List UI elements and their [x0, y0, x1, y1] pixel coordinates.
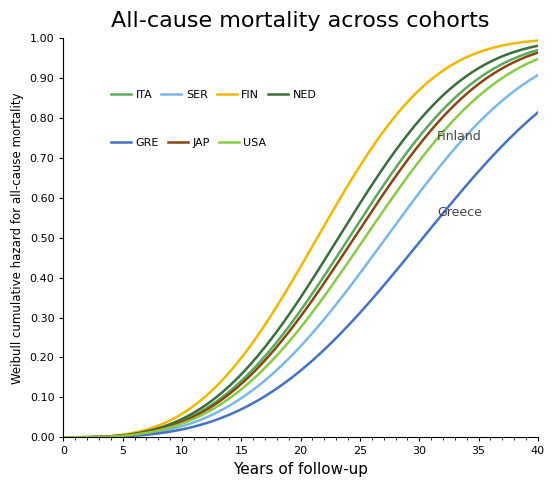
Legend: GRE, JAP, USA: GRE, JAP, USA	[107, 134, 271, 152]
X-axis label: Years of follow-up: Years of follow-up	[233, 462, 368, 477]
Text: Greece: Greece	[437, 206, 482, 219]
Y-axis label: Weibull cumulative hazard for all-cause mortality: Weibull cumulative hazard for all-cause …	[11, 92, 24, 384]
Title: All-cause mortality across cohorts: All-cause mortality across cohorts	[111, 11, 490, 31]
Text: Finland: Finland	[437, 130, 481, 143]
